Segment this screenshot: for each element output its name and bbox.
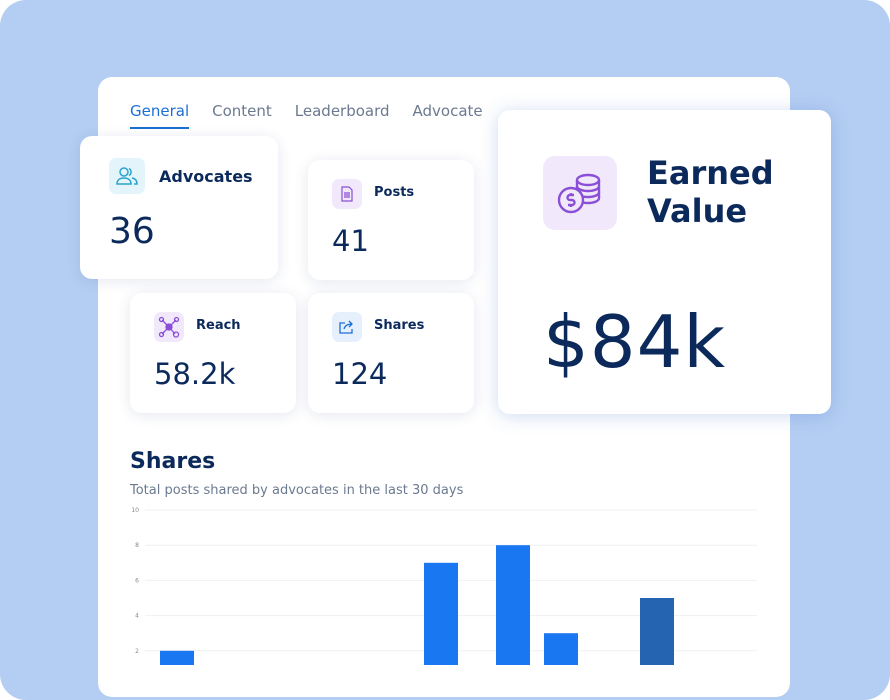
share-icon [332,312,362,342]
posts-value: 41 [332,224,369,258]
posts-label: Posts [374,185,415,200]
shares-value: 124 [332,357,388,391]
advocates-card[interactable]: Advocates 36 [80,136,278,279]
shares-section-title: Shares [130,449,216,474]
bar[interactable] [496,545,530,665]
advocates-value: 36 [109,211,155,252]
reach-value: 58.2k [154,357,236,391]
earned-value-amount: $84k [543,300,727,384]
earned-value-label: Earned Value [647,154,774,230]
earned-label-line1: Earned [647,154,774,192]
bar[interactable] [640,598,674,665]
document-icon [332,179,362,209]
shares-section-subtitle: Total posts shared by advocates in the l… [130,483,464,498]
tab-bar: General Content Leaderboard Advocate [130,102,483,129]
y-tick-label: 6 [135,577,139,584]
earned-label-line2: Value [647,192,748,230]
shares-bar-chart: 10 8 6 4 2 [131,507,757,665]
tab-leaderboard[interactable]: Leaderboard [294,102,390,120]
tab-general[interactable]: General [130,102,190,129]
y-tick-label: 2 [135,648,139,655]
shares-card[interactable]: Shares 124 [308,293,474,413]
reach-label: Reach [196,318,241,333]
users-icon [109,158,145,194]
network-icon [154,312,184,342]
tab-content[interactable]: Content [212,102,272,120]
coins-dollar-icon [543,156,617,230]
shares-label: Shares [374,318,425,333]
bar[interactable] [424,562,458,665]
earned-value-card[interactable]: Earned Value $84k [498,110,831,414]
bar[interactable] [544,633,578,665]
posts-card[interactable]: Posts 41 [308,160,474,280]
tab-advocate[interactable]: Advocate [412,102,483,120]
y-tick-label: 8 [135,542,139,549]
y-tick-label: 4 [135,613,139,620]
y-tick-label: 10 [131,507,139,514]
bar[interactable] [160,650,194,665]
advocates-label: Advocates [159,167,253,186]
reach-card[interactable]: Reach 58.2k [130,293,296,413]
